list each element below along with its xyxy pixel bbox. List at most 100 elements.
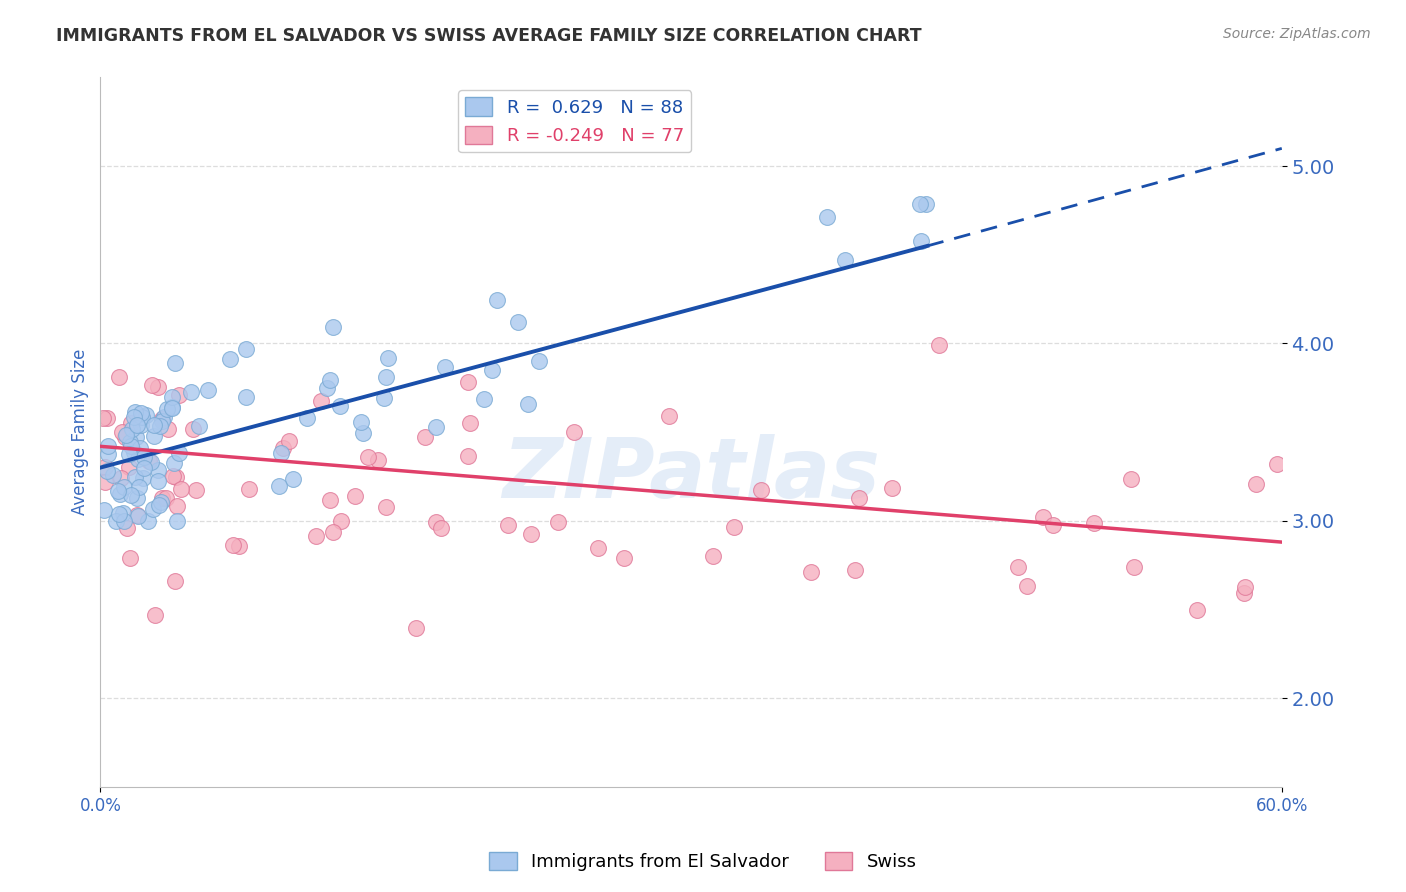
Point (815, 210, 838, 224)
Legend: Immigrants from El Salvador, Swiss: Immigrants from El Salvador, Swiss (482, 845, 924, 879)
Point (1185, 603, 1208, 617)
Point (141, 378, 163, 392)
Point (1042, 518, 1064, 533)
Point (146, 463, 169, 477)
Point (1265, 458, 1288, 472)
Point (97, 439, 120, 453)
Point (146, 380, 169, 394)
Point (114, 430, 136, 444)
Point (800, 565, 823, 579)
Point (235, 342, 257, 356)
Point (118, 447, 141, 461)
Point (329, 514, 352, 528)
Point (134, 450, 156, 465)
Y-axis label: Average Family Size: Average Family Size (72, 349, 89, 516)
Point (1015, 579, 1038, 593)
Legend: R =  0.629   N = 88, R = -0.249   N = 77: R = 0.629 N = 88, R = -0.249 N = 77 (458, 90, 692, 153)
Point (547, 515, 569, 529)
Point (238, 483, 260, 497)
Point (125, 418, 148, 433)
Point (1083, 516, 1105, 530)
Point (329, 399, 352, 413)
Point (129, 418, 152, 433)
Point (150, 414, 173, 428)
Point (1233, 580, 1256, 594)
Point (150, 412, 173, 426)
Point (143, 429, 166, 443)
Point (138, 454, 160, 468)
Point (375, 370, 398, 384)
Point (508, 315, 530, 329)
Point (146, 475, 169, 489)
Point (429, 521, 451, 535)
Point (142, 417, 165, 432)
Point (129, 441, 152, 455)
Point (96, 411, 118, 425)
Point (160, 401, 183, 415)
Point (93, 503, 115, 517)
Point (97, 447, 120, 461)
Point (375, 500, 398, 514)
Point (316, 381, 339, 395)
Point (153, 410, 176, 425)
Point (166, 470, 188, 484)
Point (111, 425, 134, 439)
Point (125, 430, 148, 444)
Point (124, 470, 146, 484)
Point (131, 410, 153, 425)
Point (150, 491, 173, 505)
Point (562, 425, 585, 439)
Point (297, 410, 319, 425)
Point (311, 394, 333, 409)
Point (357, 450, 380, 464)
Point (278, 434, 301, 448)
Point (138, 514, 160, 528)
Point (352, 426, 374, 441)
Point (457, 375, 479, 389)
Point (910, 234, 932, 248)
Point (425, 515, 447, 529)
Point (108, 487, 131, 501)
Point (367, 453, 389, 467)
Point (1032, 510, 1054, 524)
Point (115, 521, 138, 535)
Point (658, 409, 681, 424)
Point (413, 430, 436, 444)
Point (219, 351, 242, 366)
Point (188, 418, 211, 433)
Point (166, 514, 188, 528)
Point (319, 373, 342, 387)
Point (221, 538, 243, 552)
Point (496, 518, 519, 533)
Point (405, 622, 427, 636)
Point (118, 460, 141, 475)
Point (474, 392, 496, 406)
Point (115, 427, 138, 442)
Point (880, 481, 903, 495)
Point (235, 390, 257, 404)
Point (128, 480, 150, 494)
Point (162, 469, 184, 483)
Point (915, 196, 938, 211)
Point (184, 483, 207, 497)
Point (118, 550, 141, 565)
Point (1233, 586, 1256, 600)
Point (344, 489, 367, 503)
Point (160, 401, 183, 416)
Point (481, 362, 503, 376)
Point (1122, 559, 1144, 574)
Point (149, 419, 172, 434)
Point (155, 491, 177, 506)
Point (166, 500, 188, 514)
Point (350, 415, 373, 429)
Point (170, 482, 193, 496)
Point (108, 370, 131, 384)
Point (228, 539, 250, 553)
Point (111, 506, 134, 520)
Point (322, 320, 344, 334)
Point (517, 397, 540, 411)
Point (163, 456, 186, 470)
Point (304, 529, 326, 543)
Point (588, 541, 610, 556)
Text: IMMIGRANTS FROM EL SALVADOR VS SWISS AVERAGE FAMILY SIZE CORRELATION CHART: IMMIGRANTS FROM EL SALVADOR VS SWISS AVE… (56, 27, 922, 45)
